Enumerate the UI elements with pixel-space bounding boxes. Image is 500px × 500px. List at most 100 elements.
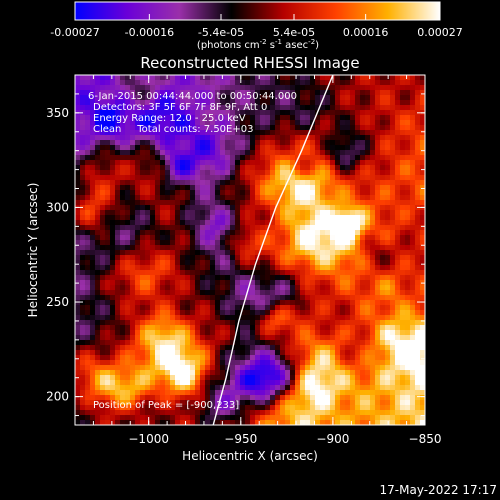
heatmap-cell <box>350 230 356 236</box>
heatmap-cell <box>325 420 331 425</box>
heatmap-cell <box>160 220 166 226</box>
heatmap-cell <box>95 150 101 156</box>
heatmap-cell <box>410 355 416 361</box>
heatmap-cell <box>315 160 321 166</box>
heatmap-cell <box>395 290 401 296</box>
heatmap-cell <box>255 365 261 371</box>
heatmap-cell <box>95 300 101 306</box>
heatmap-cell <box>310 80 316 86</box>
heatmap-cell <box>265 350 271 356</box>
heatmap-cell <box>95 75 101 81</box>
heatmap-cell <box>80 385 86 391</box>
heatmap-cell <box>140 265 146 271</box>
heatmap-cell <box>150 160 156 166</box>
heatmap-cell <box>355 345 361 351</box>
heatmap-cell <box>130 150 136 156</box>
heatmap-cell <box>225 345 231 351</box>
heatmap-cell <box>80 280 86 286</box>
heatmap-cell <box>330 340 336 346</box>
heatmap-cell <box>195 215 201 221</box>
heatmap-cell <box>125 255 131 261</box>
heatmap-cell <box>420 330 425 336</box>
heatmap-cell <box>100 105 106 111</box>
heatmap-cell <box>295 160 301 166</box>
heatmap-cell <box>400 110 406 116</box>
heatmap-cell <box>80 325 86 331</box>
heatmap-cell <box>175 285 181 291</box>
heatmap-cell <box>200 90 206 96</box>
heatmap-cell <box>240 275 246 281</box>
heatmap-cell <box>395 145 401 151</box>
heatmap-cell <box>95 230 101 236</box>
heatmap-cell <box>210 320 216 326</box>
heatmap-cell <box>115 180 121 186</box>
heatmap-cell <box>150 140 156 146</box>
heatmap-cell <box>155 415 161 421</box>
heatmap-cell <box>225 275 231 281</box>
heatmap-cell <box>280 150 286 156</box>
heatmap-cell <box>145 360 151 366</box>
heatmap-cell <box>180 350 186 356</box>
heatmap-cell <box>370 400 376 406</box>
heatmap-cell <box>325 195 331 201</box>
heatmap-cell <box>270 170 276 176</box>
heatmap-cell <box>410 265 416 271</box>
heatmap-cell <box>390 375 396 381</box>
heatmap-cell <box>175 110 181 116</box>
heatmap-cell <box>225 400 231 406</box>
heatmap-cell <box>295 270 301 276</box>
heatmap-cell <box>235 85 241 91</box>
heatmap-cell <box>180 260 186 266</box>
heatmap-cell <box>205 250 211 256</box>
heatmap-cell <box>380 130 386 136</box>
heatmap-cell <box>105 225 111 231</box>
heatmap-cell <box>310 75 316 81</box>
heatmap-cell <box>350 145 356 151</box>
heatmap-cell <box>110 370 116 376</box>
heatmap-cell <box>390 205 396 211</box>
heatmap-cell <box>330 315 336 321</box>
heatmap-cell <box>310 135 316 141</box>
heatmap-cell <box>365 330 371 336</box>
heatmap-cell <box>295 180 301 186</box>
heatmap-cell <box>85 85 91 91</box>
heatmap-cell <box>355 170 361 176</box>
heatmap-cell <box>415 90 421 96</box>
heatmap-cell <box>225 260 231 266</box>
heatmap-cell <box>400 85 406 91</box>
heatmap-cell <box>190 260 196 266</box>
heatmap-cell <box>335 95 341 101</box>
heatmap-cell <box>290 180 296 186</box>
heatmap-cell <box>340 80 346 86</box>
heatmap-cell <box>200 215 206 221</box>
heatmap-cell <box>95 365 101 371</box>
heatmap-cell <box>325 135 331 141</box>
heatmap-cell <box>255 175 261 181</box>
heatmap-cell <box>310 375 316 381</box>
heatmap-cell <box>260 345 266 351</box>
heatmap-cell <box>365 75 371 81</box>
heatmap-cell <box>370 215 376 221</box>
heatmap-cell <box>310 185 316 191</box>
heatmap-cell <box>180 230 186 236</box>
heatmap-cell <box>300 355 306 361</box>
heatmap-cell <box>355 335 361 341</box>
heatmap-cell <box>155 335 161 341</box>
heatmap-cell <box>105 190 111 196</box>
heatmap-cell <box>165 280 171 286</box>
heatmap-cell <box>370 105 376 111</box>
heatmap-cell <box>315 100 321 106</box>
heatmap-cell <box>410 275 416 281</box>
heatmap-cell <box>150 80 156 86</box>
heatmap-cell <box>150 280 156 286</box>
heatmap-cell <box>405 385 411 391</box>
heatmap-cell <box>195 175 201 181</box>
heatmap-cell <box>375 140 381 146</box>
heatmap-cell <box>110 295 116 301</box>
heatmap-cell <box>245 185 251 191</box>
heatmap-cell <box>215 355 221 361</box>
heatmap-cell <box>130 405 136 411</box>
heatmap-cell <box>115 400 121 406</box>
heatmap-cell <box>280 135 286 141</box>
heatmap-cell <box>180 185 186 191</box>
